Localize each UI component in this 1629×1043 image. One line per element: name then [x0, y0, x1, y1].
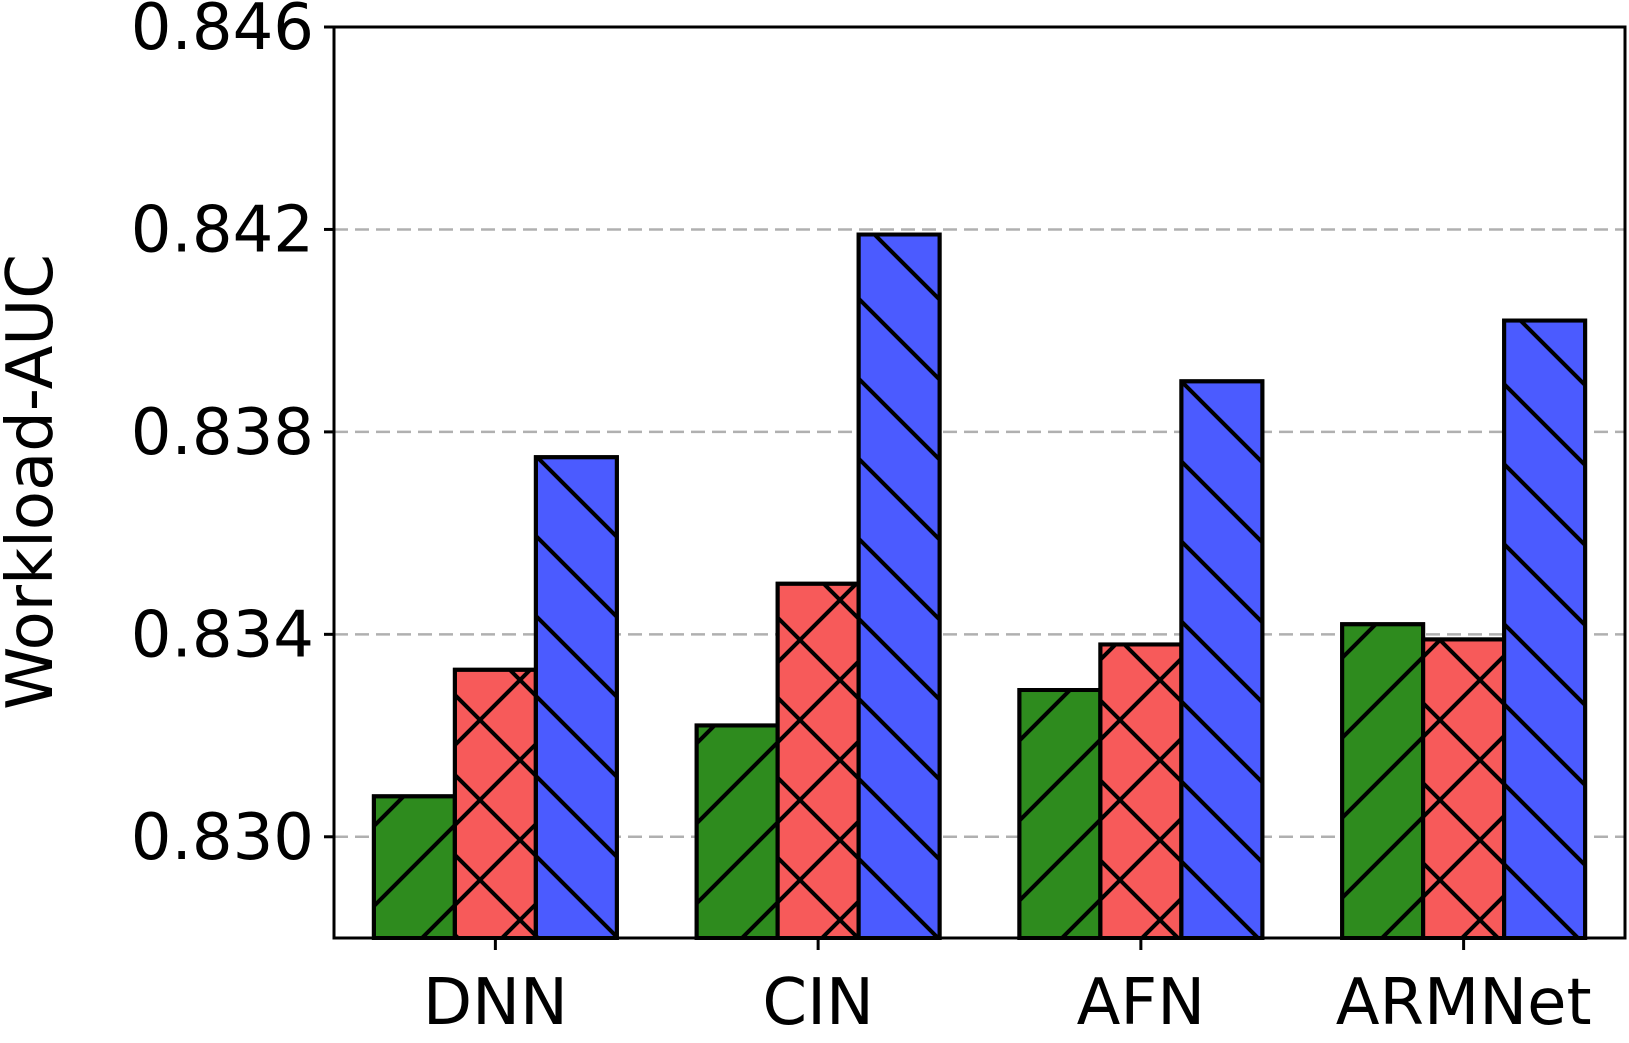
- x-tick-label: AFN: [1077, 966, 1205, 1040]
- x-tick-label: ARMNet: [1336, 966, 1592, 1040]
- bar-hatch-afn-series-1: [1017, 688, 1103, 940]
- bar-hatch-afn-series-3: [1179, 379, 1265, 940]
- bar-hatch-cin-series-3: [856, 232, 942, 940]
- x-tick-label: DNN: [423, 966, 568, 1040]
- bar-hatch-armnet-series-2: [1421, 637, 1507, 941]
- bar-hatch-afn-series-2: [1098, 642, 1184, 940]
- x-axis: DNN CIN AFN ARMNet: [423, 938, 1592, 1040]
- y-tick-label: 0.834: [131, 598, 314, 672]
- bar-hatch-dnn-series-2: [452, 667, 538, 940]
- y-tick-label: 0.830: [131, 801, 314, 875]
- y-axis: 0.830 0.834 0.838 0.842 0.846: [131, 0, 334, 875]
- x-tick-label: CIN: [762, 966, 873, 1040]
- y-axis-title: Workload-AUC: [0, 254, 68, 710]
- bar-hatch-cin-series-2: [775, 581, 861, 940]
- bar-group: [371, 232, 1588, 941]
- y-tick-label: 0.846: [131, 0, 314, 65]
- plot-frame: [332, 25, 1627, 940]
- bar-hatch-dnn-series-1: [371, 794, 457, 940]
- bar-hatch-armnet-series-1: [1340, 622, 1426, 940]
- bar-hatch-cin-series-1: [694, 723, 780, 941]
- bar-hatch-armnet-series-3: [1502, 318, 1588, 940]
- bar-hatch-dnn-series-3: [533, 455, 619, 940]
- y-tick-label: 0.842: [131, 193, 314, 267]
- y-tick-label: 0.838: [131, 396, 314, 470]
